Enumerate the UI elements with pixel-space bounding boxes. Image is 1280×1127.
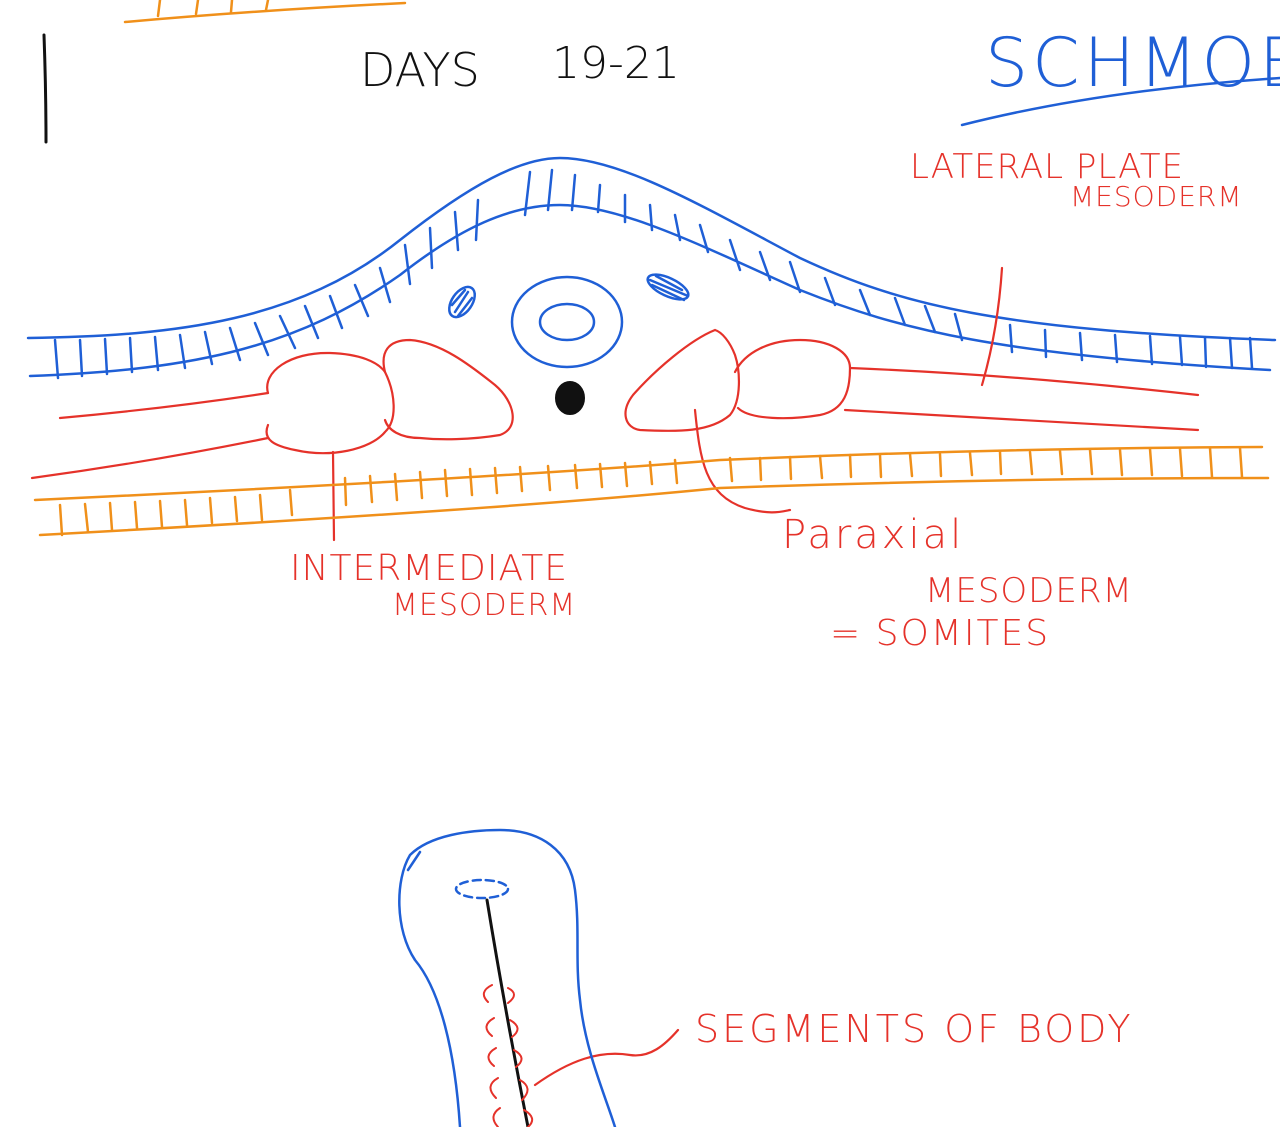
- segments-label: SEGMENTS OF BODY: [695, 1007, 1134, 1051]
- lateral-plate-label-line2: MESODERM: [1070, 180, 1243, 213]
- top-right-underline: [960, 76, 1280, 127]
- embryo-somites: [482, 984, 534, 1127]
- endoderm-upper-line: [33, 445, 1264, 502]
- intermediate-pointer: [331, 450, 336, 542]
- right-lateral-plate-upper: [848, 366, 1200, 397]
- primitive-node: [454, 878, 510, 900]
- paraxial-label-line1: Paraxial: [782, 512, 964, 558]
- margin-line: [42, 33, 48, 144]
- paraxial-label-line2: MESODERM: [925, 571, 1133, 611]
- endoderm-hatches: [58, 446, 1244, 537]
- intermediate-label-line2: MESODERM: [392, 588, 576, 623]
- ectoderm-hatches: [53, 168, 1254, 380]
- left-somite: [382, 338, 514, 441]
- left-lateral-plate-lower: [30, 436, 270, 480]
- neural-tube: [510, 275, 624, 369]
- embryo-outline: [398, 828, 617, 1127]
- neural-tube-lumen: [538, 302, 596, 342]
- right-lateral-plate-lower: [843, 408, 1200, 432]
- neural-crest-cells: [448, 273, 690, 319]
- days-range: 19-21: [552, 38, 680, 89]
- ectoderm-inner-line: [28, 203, 1272, 378]
- endoderm-lower-line: [38, 476, 1270, 537]
- neural-crest-left: [448, 285, 476, 319]
- left-intermediate-mesoderm: [265, 351, 395, 455]
- endoderm-layer: [33, 445, 1270, 537]
- top-endoderm-fragment: [123, 0, 407, 24]
- primitive-streak: [485, 898, 530, 1127]
- embryo-head-mark: [406, 850, 422, 872]
- ectoderm-outer-line: [26, 156, 1277, 342]
- mesoderm-layer: [30, 266, 1200, 1087]
- days-label: DAYS: [360, 43, 480, 97]
- left-lateral-plate-upper: [58, 391, 270, 420]
- notochord: [555, 381, 585, 415]
- intermediate-label-line1: INTERMEDIATE: [290, 548, 568, 589]
- neural-tube-outer: [510, 275, 624, 369]
- top-right-word: SCHMOE: [985, 24, 1280, 103]
- lateral-plate-label-line1: LATERAL PLATE: [910, 147, 1184, 187]
- lateral-plate-pointer: [980, 266, 1004, 387]
- paraxial-pointer: [693, 408, 792, 514]
- paraxial-label-line3: = SOMITES: [830, 613, 1050, 654]
- right-somite: [624, 328, 741, 432]
- right-intermediate-mesoderm: [733, 338, 852, 420]
- ectoderm-layer: [26, 156, 1277, 380]
- embryo-body: [398, 828, 617, 1127]
- segments-pointer: [533, 1028, 680, 1087]
